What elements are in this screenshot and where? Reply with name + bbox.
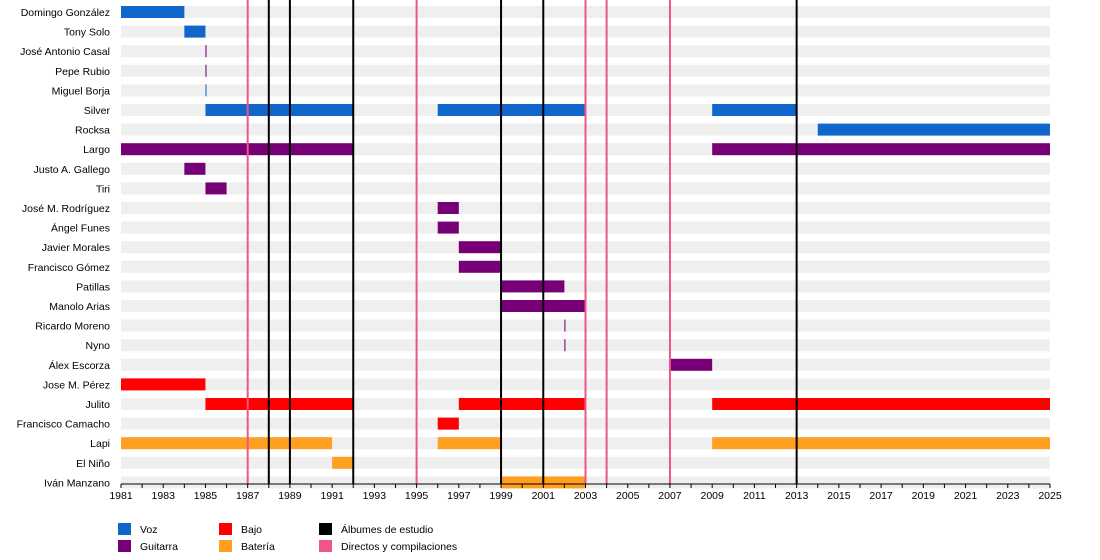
member-label: Jose M. Pérez <box>43 379 110 391</box>
member-label: Francisco Gómez <box>28 262 110 274</box>
x-tick-label: 2001 <box>532 490 556 502</box>
member-period-bar <box>205 398 354 410</box>
member-period-bar <box>458 241 502 254</box>
legend-voz-swatch <box>118 523 131 535</box>
member-period-bar <box>669 358 713 371</box>
member-label: Ángel Funes <box>51 222 110 235</box>
member-period-bar <box>121 143 354 156</box>
member-label: Rocksa <box>75 125 110 137</box>
x-tick-label: 2013 <box>785 490 809 502</box>
member-period-bar <box>437 221 459 234</box>
member-label: Tony Solo <box>64 27 110 39</box>
legend-guitarra-label: Guitarra <box>140 541 178 553</box>
legend-bajo-swatch <box>219 523 232 535</box>
legend-voz-label: Voz <box>140 524 158 536</box>
x-tick-label: 1989 <box>278 490 302 502</box>
x-tick-label: 1985 <box>194 490 218 502</box>
member-period-bar <box>437 202 459 214</box>
member-period-bar <box>564 319 566 332</box>
legend-bajo-label: Bajo <box>241 524 262 536</box>
member-period-bar <box>437 437 502 450</box>
x-axis: 1981 1983 1985 1987 1989 1991 1993 1995 1997 1999… <box>109 483 1062 502</box>
legend-guitarra-swatch <box>118 540 131 552</box>
x-tick-label: 2021 <box>954 490 978 502</box>
member-label: Álex Escorza <box>49 359 110 372</box>
x-tick-label: 2007 <box>658 490 682 502</box>
member-period-bar <box>205 84 207 97</box>
member-period-bar <box>712 398 1050 410</box>
member-label: Justo A. Gallego <box>34 164 111 176</box>
member-period-bar <box>437 104 586 116</box>
member-period-bar <box>712 104 797 116</box>
x-tick-label: 1997 <box>447 490 471 502</box>
member-label: José M. Rodríguez <box>22 203 110 215</box>
x-tick-label: 2023 <box>996 490 1020 502</box>
release-markers <box>246 0 798 484</box>
legend-bateria-swatch <box>219 540 232 552</box>
member-period-bar <box>712 143 1050 156</box>
member-period-bar <box>121 378 206 391</box>
member-label: Domingo González <box>21 7 110 19</box>
member-period-bar <box>184 25 206 38</box>
x-tick-label: 1981 <box>109 490 133 502</box>
member-period-bar <box>564 339 566 352</box>
legend-estudio-label: Álbumes de estudio <box>341 523 433 536</box>
legend-directos-swatch <box>319 540 332 552</box>
member-label: Miguel Borja <box>52 85 111 97</box>
member-period-bar <box>458 398 586 410</box>
x-tick-label: 1993 <box>363 490 387 502</box>
member-period-bar <box>712 437 1050 450</box>
member-period-bar <box>121 6 185 18</box>
x-tick-label: 1983 <box>152 490 176 502</box>
member-period-bar <box>205 64 207 77</box>
member-label: Julito <box>85 399 110 411</box>
x-tick-label: 2025 <box>1038 490 1062 502</box>
x-tick-label: 2005 <box>616 490 640 502</box>
member-label: Silver <box>84 105 111 117</box>
x-tick-label: 2019 <box>912 490 936 502</box>
member-period-bar <box>205 45 207 58</box>
member-label: Javier Morales <box>42 242 110 254</box>
member-period-bar <box>501 280 565 293</box>
legend: Voz Guitarra Bajo Batería Álbumes de estudio… <box>118 523 457 553</box>
member-period-bar <box>205 182 227 195</box>
member-period-bar <box>184 162 206 175</box>
member-label: Manolo Arias <box>49 301 110 313</box>
member-period-bar <box>817 123 1050 136</box>
member-label: Largo <box>83 144 110 156</box>
x-tick-label: 1991 <box>320 490 344 502</box>
member-labels: Domingo González Tony Solo José Antonio Ca… <box>17 7 111 489</box>
member-label: Iván Manzano <box>44 477 110 489</box>
member-label: El Niño <box>76 458 110 470</box>
member-period-bar <box>437 417 459 430</box>
legend-estudio-swatch <box>319 523 332 535</box>
x-tick-label: 1995 <box>405 490 429 502</box>
member-label: Nyno <box>85 340 110 352</box>
member-label: Patillas <box>76 281 110 293</box>
member-label: Pepe Rubio <box>55 66 110 78</box>
x-tick-label: 2015 <box>827 490 851 502</box>
x-tick-label: 1987 <box>236 490 260 502</box>
member-label: Ricardo Moreno <box>35 321 110 333</box>
x-tick-label: 2009 <box>701 490 725 502</box>
member-label: José Antonio Casal <box>20 46 110 58</box>
x-tick-label: 2017 <box>869 490 893 502</box>
member-label: Lapi <box>90 438 110 450</box>
x-tick-label: 2003 <box>574 490 598 502</box>
legend-bateria-label: Batería <box>241 541 275 553</box>
member-period-bar <box>121 437 333 450</box>
x-tick-label: 2011 <box>743 490 766 502</box>
member-period-bar <box>458 260 502 273</box>
member-label: Tiri <box>96 183 110 195</box>
member-label: Francisco Camacho <box>17 419 111 431</box>
member-period-bar <box>332 456 354 469</box>
member-period-bar <box>205 104 354 116</box>
x-tick-label: 1999 <box>489 490 513 502</box>
legend-directos-label: Directos y compilaciones <box>341 541 457 553</box>
